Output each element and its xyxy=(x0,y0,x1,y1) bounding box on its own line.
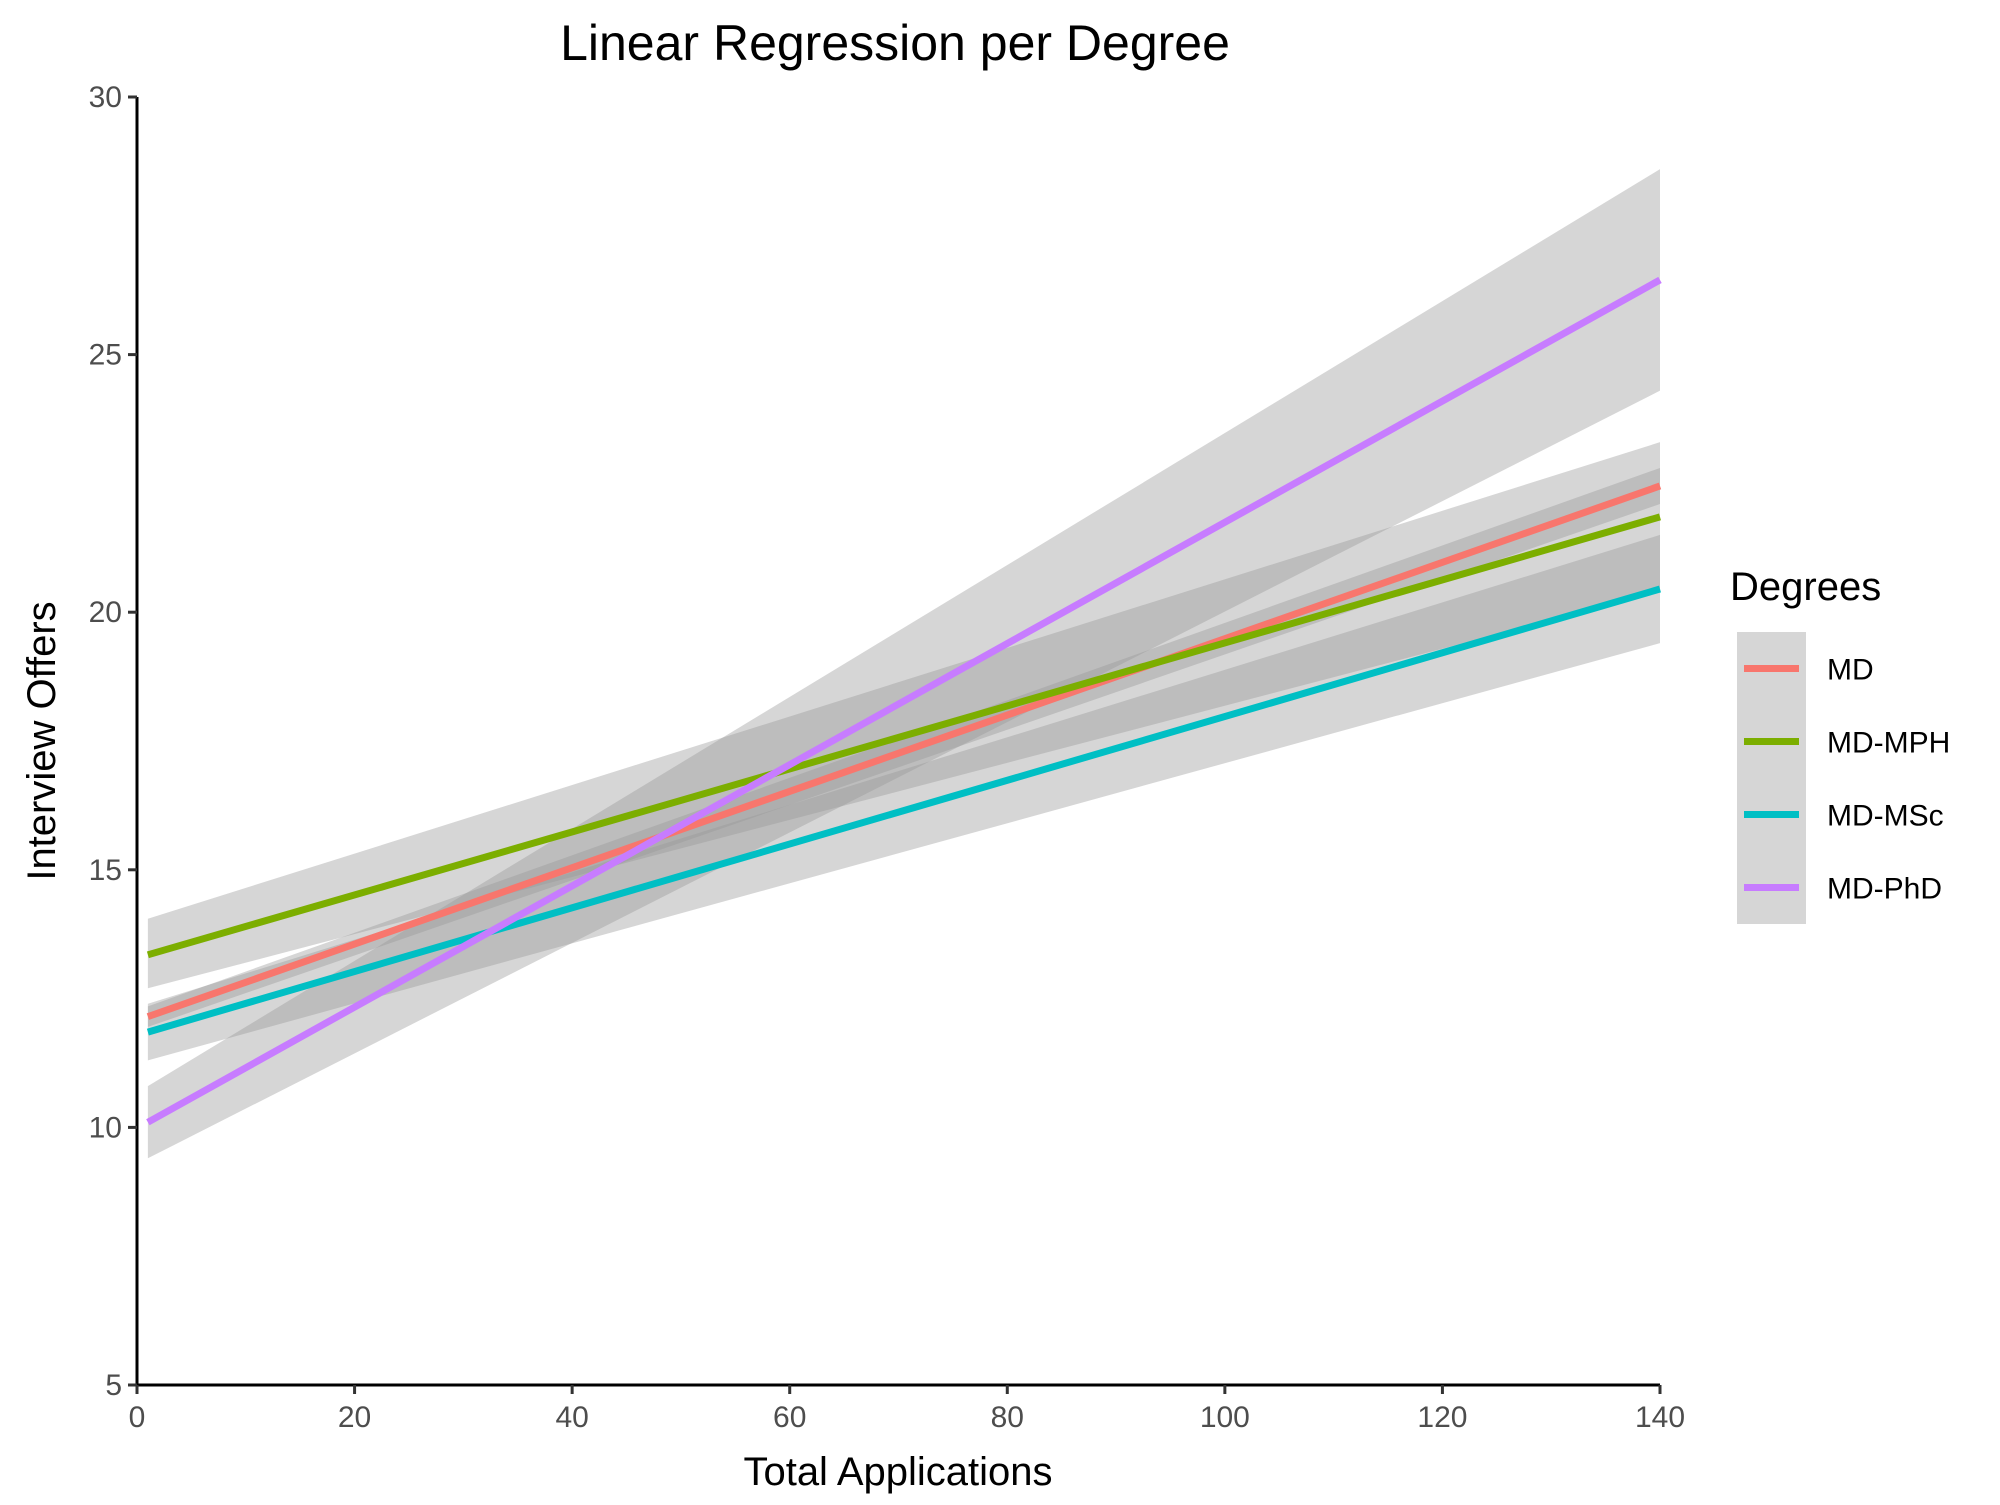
x-tick-label: 20 xyxy=(338,1401,371,1434)
regression-line-md-phd xyxy=(146,276,1662,1126)
legend: Degrees MD MD-MPH MD-MSc MD-PhD xyxy=(1730,565,1950,924)
x-tick-label: 40 xyxy=(555,1401,588,1434)
x-tick-label: 100 xyxy=(1200,1401,1250,1434)
axes: 0 20 40 60 80 100 120 140 5 10 15 20 25 30 xyxy=(89,81,1685,1434)
legend-title: Degrees xyxy=(1730,565,1881,609)
regression-line-md xyxy=(146,482,1662,1020)
x-tick-label: 0 xyxy=(129,1401,146,1434)
confidence-band-md-msc xyxy=(147,534,1661,1061)
confidence-band-md-mph xyxy=(147,442,1661,989)
y-tick-label: 15 xyxy=(89,854,122,887)
legend-label: MD xyxy=(1827,654,1874,687)
legend-label: MD-MPH xyxy=(1827,727,1950,760)
x-tick-label: 60 xyxy=(773,1401,806,1434)
legend-item-md-mph: MD-MPH xyxy=(1737,705,1950,778)
y-tick-label: 20 xyxy=(89,596,122,629)
legend-items: MD MD-MPH MD-MSc MD-PhD xyxy=(1737,632,1950,924)
y-tick-label: 30 xyxy=(89,81,122,114)
legend-item-md-phd: MD-PhD xyxy=(1737,851,1942,924)
y-tick-label: 5 xyxy=(105,1369,122,1402)
y-axis-title: Interview Offers xyxy=(20,601,64,880)
x-tick-label: 80 xyxy=(991,1401,1024,1434)
regression-line-md-msc xyxy=(146,585,1661,1036)
regression-line-md-mph xyxy=(146,513,1661,959)
x-ticks: 0 20 40 60 80 100 120 140 xyxy=(129,1385,1685,1434)
legend-label: MD-MSc xyxy=(1827,800,1944,833)
y-tick-label: 10 xyxy=(89,1111,122,1144)
legend-item-md: MD xyxy=(1737,632,1874,705)
confidence-bands xyxy=(147,169,1661,1159)
y-tick-label: 25 xyxy=(89,339,122,372)
x-tick-label: 140 xyxy=(1635,1401,1685,1434)
y-ticks: 5 10 15 20 25 30 xyxy=(89,81,137,1402)
x-axis-title: Total Applications xyxy=(743,1450,1052,1494)
chart-title: Linear Regression per Degree xyxy=(560,15,1230,71)
regression-lines xyxy=(146,276,1662,1126)
x-tick-label: 120 xyxy=(1417,1401,1467,1434)
legend-label: MD-PhD xyxy=(1827,873,1942,906)
legend-item-md-msc: MD-MSc xyxy=(1737,778,1944,851)
